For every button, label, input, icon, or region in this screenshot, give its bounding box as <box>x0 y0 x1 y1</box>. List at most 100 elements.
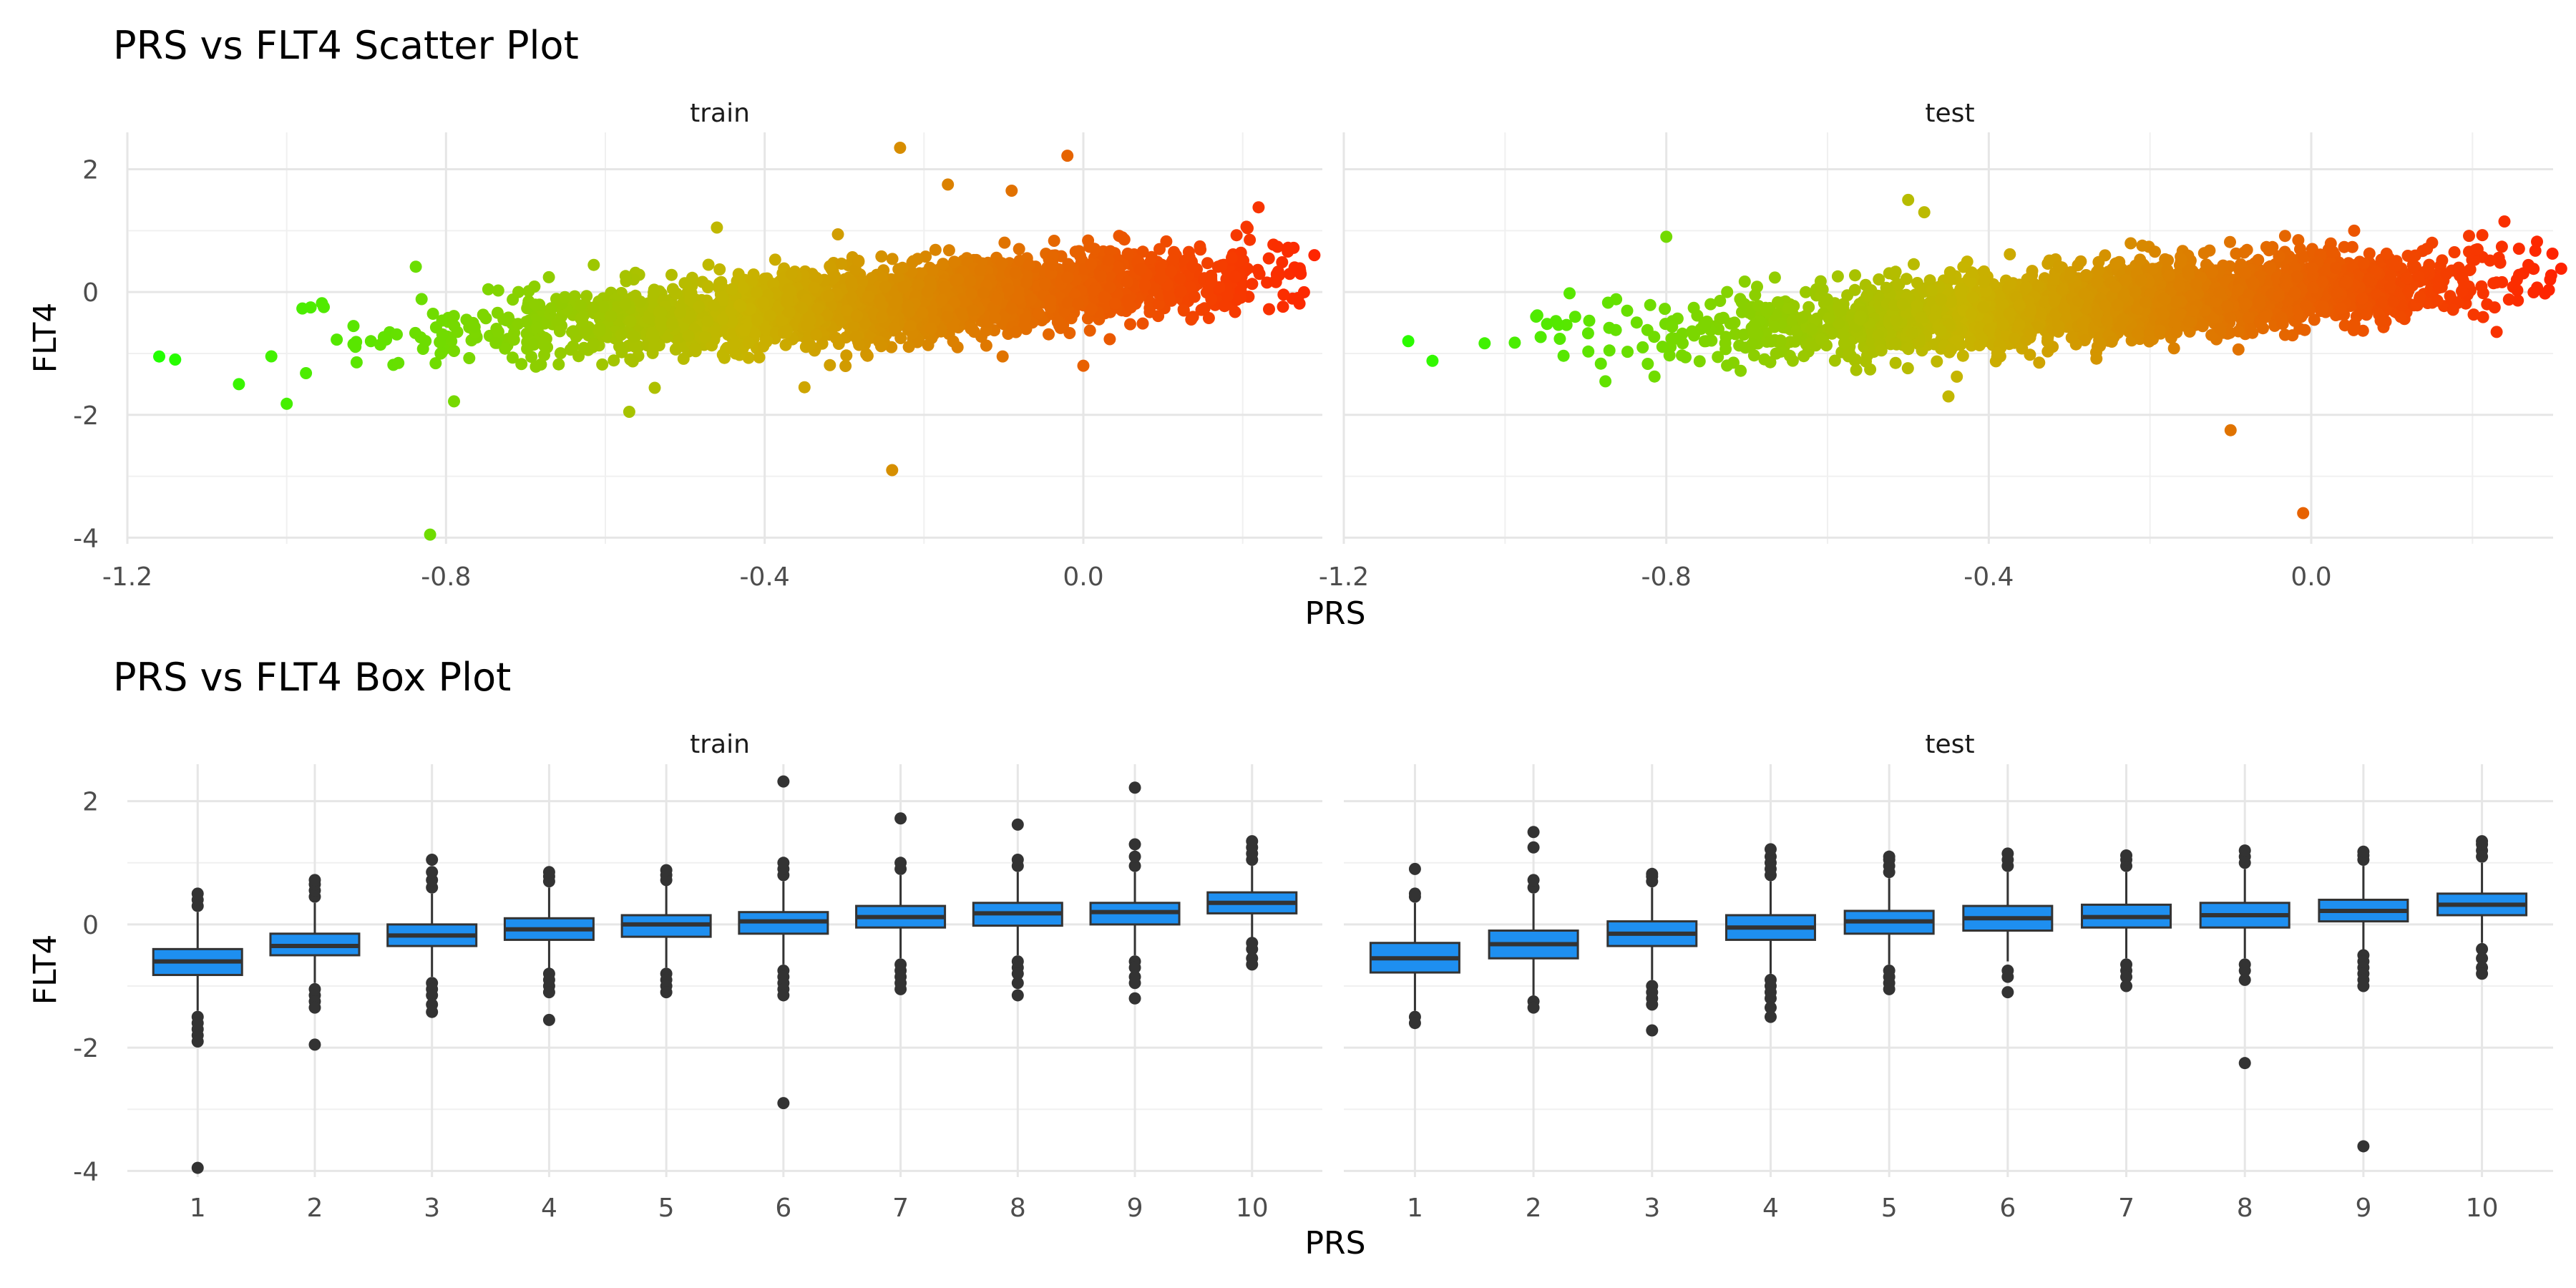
scatter-point <box>1240 220 1253 233</box>
scatter-point <box>447 310 460 323</box>
scatter-point <box>1103 333 1116 346</box>
scatter-point <box>409 326 421 339</box>
scatter-x-tick-label: -0.8 <box>1641 562 1692 592</box>
scatter-point <box>1005 185 1018 197</box>
scatter-point <box>2512 243 2525 255</box>
scatter-point <box>1719 337 1732 350</box>
scatter-point <box>1693 355 1706 368</box>
scatter-point <box>948 255 961 268</box>
scatter-point <box>1599 375 1612 388</box>
scatter-point <box>1102 254 1115 267</box>
scatter-point <box>2348 224 2361 237</box>
scatter-point <box>2079 269 2092 281</box>
scatter-point <box>1583 314 1596 327</box>
scatter-point <box>2300 299 2313 312</box>
scatter-point <box>941 311 954 323</box>
scatter-point <box>1833 301 1845 313</box>
scatter-point <box>593 325 606 338</box>
scatter-point <box>1043 328 1055 341</box>
scatter-point <box>1121 248 1134 260</box>
scatter-point <box>1046 249 1059 262</box>
scatter-point <box>1010 326 1023 338</box>
scatter-point <box>1594 357 1607 370</box>
scatter-point <box>1553 333 1566 345</box>
scatter-point <box>737 281 750 294</box>
scatter-point <box>1850 364 1863 376</box>
scatter-point <box>1039 278 1052 291</box>
scatter-point <box>2214 323 2227 336</box>
scatter-point <box>2456 285 2468 298</box>
scatter-point <box>580 290 593 303</box>
scatter-point <box>2238 246 2250 259</box>
scatter-point <box>169 353 182 366</box>
scatter-point <box>808 281 821 294</box>
scatter-point <box>1083 240 1096 253</box>
scatter-point <box>894 142 907 154</box>
scatter-point <box>1002 283 1015 296</box>
scatter-point <box>1202 312 1215 324</box>
scatter-point <box>415 293 428 306</box>
scatter-point <box>693 301 706 313</box>
scatter-point <box>674 306 687 319</box>
scatter-point <box>713 277 726 290</box>
scatter-point <box>477 308 489 321</box>
scatter-point <box>1860 355 1872 368</box>
scatter-point <box>331 333 343 346</box>
scatter-point <box>860 348 873 361</box>
scatter-point <box>1215 259 1228 272</box>
scatter-point <box>587 338 600 351</box>
scatter-point <box>845 275 858 288</box>
scatter-point <box>1013 292 1025 305</box>
scatter-point <box>829 331 842 344</box>
scatter-point <box>1136 317 1149 330</box>
scatter-point <box>1931 355 1943 368</box>
scatter-point <box>1005 302 1018 315</box>
scatter-point <box>1699 335 1712 348</box>
scatter-point <box>1621 304 1634 317</box>
scatter-point <box>512 286 525 298</box>
scatter-x-tick-label: 0.0 <box>1063 562 1103 592</box>
scatter-point <box>1735 364 1747 377</box>
scatter-point <box>615 346 628 358</box>
scatter-point <box>1951 370 1963 383</box>
scatter-point <box>2034 307 2047 320</box>
scatter-point <box>738 324 751 336</box>
scatter-point <box>777 326 790 339</box>
scatter-point <box>1198 302 1211 315</box>
scatter-point <box>916 306 929 319</box>
scatter-point <box>892 263 905 275</box>
scatter-point <box>732 268 745 280</box>
scatter-point <box>1061 271 1074 284</box>
scatter-point <box>1253 268 1266 280</box>
scatter-point <box>1087 285 1100 298</box>
scatter-x-tick-label: -1.2 <box>1319 562 1369 592</box>
scatter-point <box>1861 288 1874 301</box>
scatter-point <box>2542 283 2555 296</box>
scatter-point <box>2232 325 2245 338</box>
scatter-point <box>429 357 442 370</box>
scatter-point <box>743 336 755 349</box>
scatter-point <box>942 178 955 191</box>
scatter-point <box>426 308 439 320</box>
scatter-point <box>587 301 600 314</box>
scatter-point <box>1194 240 1206 253</box>
scatter-point <box>937 258 950 270</box>
scatter-point <box>779 338 792 351</box>
scatter-point <box>1201 257 1214 270</box>
scatter-point <box>2475 280 2488 293</box>
scatter-point <box>685 287 698 299</box>
scatter-point <box>929 243 942 256</box>
scatter-point <box>1758 353 1771 366</box>
scatter-point <box>1048 235 1060 247</box>
scatter-point <box>608 354 620 367</box>
scatter-point <box>530 360 542 373</box>
scatter-point <box>626 355 639 368</box>
scatter-point <box>619 270 632 283</box>
scatter-point <box>1188 291 1201 303</box>
scatter-point <box>2031 279 2044 292</box>
scatter-point <box>2484 254 2497 267</box>
scatter-point <box>879 280 892 293</box>
scatter-point <box>468 321 481 333</box>
scatter-point <box>1098 291 1111 303</box>
scatter-point <box>587 258 600 271</box>
